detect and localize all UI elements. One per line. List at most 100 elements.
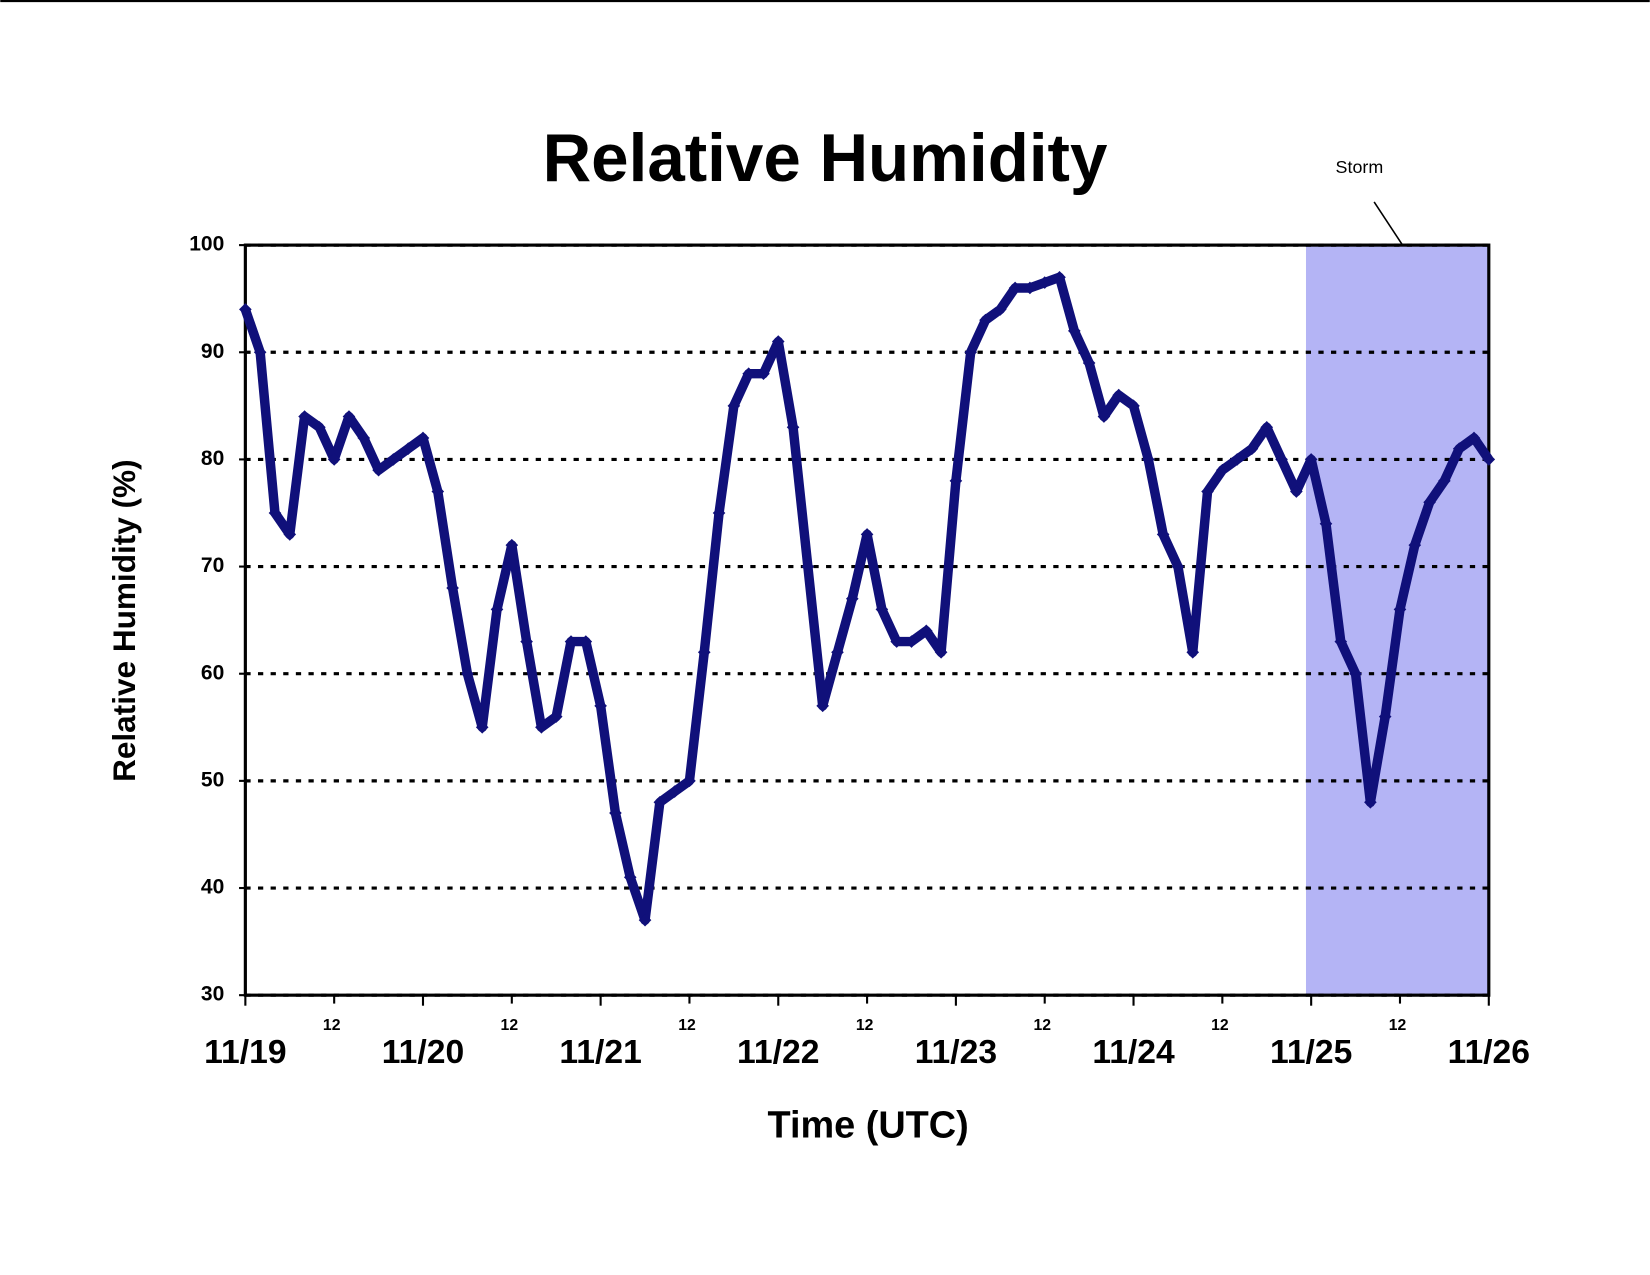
data-point	[579, 635, 593, 648]
data-point	[638, 913, 652, 927]
data-point	[1319, 517, 1333, 531]
data-point	[520, 635, 533, 648]
y-tick-label: 70	[201, 554, 224, 577]
data-point	[298, 410, 311, 423]
data-point	[549, 710, 563, 723]
data-point	[1482, 453, 1496, 466]
x-tick-label: 11/20	[382, 1034, 464, 1071]
data-point	[1023, 281, 1037, 295]
data-point	[342, 410, 356, 423]
x-tick-label: 11/21	[559, 1034, 641, 1071]
storm-leader	[1373, 201, 1404, 246]
data-point	[535, 720, 548, 734]
data-point	[564, 635, 578, 648]
y-tick-label: 30	[201, 983, 224, 1006]
data-point	[283, 528, 297, 541]
y-tick-label: 40	[201, 876, 224, 899]
data-point	[905, 635, 918, 648]
data-point	[1304, 453, 1318, 466]
x-tick-label: 11/24	[1092, 1034, 1175, 1071]
x-minor-tick-label: 12	[1033, 1017, 1051, 1034]
data-point	[964, 345, 978, 359]
data-point	[431, 485, 445, 498]
data-point	[1438, 474, 1451, 488]
data-point	[727, 399, 741, 413]
data-point	[993, 303, 1007, 316]
data-point	[1112, 388, 1126, 402]
data-point	[1171, 560, 1185, 573]
data-point	[979, 313, 992, 327]
data-point	[594, 699, 607, 713]
data-point	[1082, 356, 1096, 370]
data-point	[1038, 276, 1052, 289]
data-point	[609, 806, 622, 820]
x-minor-tick-label: 12	[323, 1017, 341, 1034]
y-tick-label: 90	[201, 340, 224, 363]
data-point	[831, 645, 844, 659]
y-tick-label: 100	[189, 233, 224, 256]
y-tick-label: 60	[201, 661, 224, 684]
data-point	[1245, 442, 1259, 456]
x-tick-label: 11/25	[1270, 1034, 1352, 1071]
plot-frame	[243, 243, 1491, 997]
x-minor-tick-label: 12	[1389, 1017, 1407, 1034]
data-point	[505, 538, 519, 552]
data-point	[239, 303, 252, 316]
data-point	[461, 667, 474, 681]
data-point	[1423, 495, 1436, 509]
data-point	[416, 431, 430, 445]
data-point	[1290, 485, 1303, 498]
data-point	[327, 453, 341, 466]
series-line	[240, 272, 1493, 925]
y-tick-label: 80	[201, 447, 224, 470]
data-point	[742, 367, 755, 381]
data-point	[845, 592, 859, 606]
data-point	[1334, 635, 1348, 648]
data-point	[623, 870, 637, 884]
data-point	[401, 442, 415, 456]
data-point	[1008, 281, 1022, 295]
data-point	[757, 367, 770, 381]
data-point	[475, 720, 489, 734]
data-point	[1364, 795, 1377, 809]
data-point	[1467, 431, 1481, 445]
data-point	[1127, 399, 1140, 413]
data-point	[801, 560, 815, 573]
data-point	[387, 453, 400, 466]
data-point	[653, 795, 667, 809]
data-point	[712, 506, 726, 520]
data-point	[890, 635, 903, 648]
x-minor-tick-label: 12	[1211, 1017, 1229, 1034]
data-point	[1393, 603, 1407, 616]
storm-label: Storm	[1336, 157, 1384, 177]
data-point	[1142, 453, 1155, 466]
data-point	[372, 463, 385, 477]
data-point	[875, 603, 889, 616]
data-point	[949, 474, 963, 488]
x-tick-label: 11/22	[737, 1034, 819, 1071]
x-tick-label: 11/23	[915, 1034, 997, 1071]
data-point	[313, 420, 326, 434]
x-minor-tick-label: 12	[856, 1017, 874, 1034]
data-point	[668, 785, 681, 798]
data-point	[1053, 270, 1066, 284]
data-point	[934, 645, 948, 659]
y-tick-label: 50	[201, 768, 224, 791]
data-point	[446, 581, 459, 595]
data-point	[919, 624, 933, 638]
data-point	[860, 528, 874, 541]
chart-title: Relative Humidity	[543, 121, 1108, 196]
data-point	[268, 506, 282, 520]
data-point	[1275, 453, 1288, 466]
x-minor-tick-label: 12	[501, 1017, 519, 1034]
x-minor-tick-label: 12	[678, 1017, 696, 1034]
x-tick-label: 11/19	[204, 1034, 286, 1071]
data-point	[357, 431, 371, 445]
x-tick-label: 11/26	[1448, 1034, 1530, 1071]
data-point	[490, 603, 504, 616]
data-point	[683, 774, 696, 788]
y-axis-label: Relative Humidity (%)	[106, 459, 142, 782]
x-axis-label: Time (UTC)	[768, 1105, 969, 1147]
data-point	[697, 645, 711, 659]
